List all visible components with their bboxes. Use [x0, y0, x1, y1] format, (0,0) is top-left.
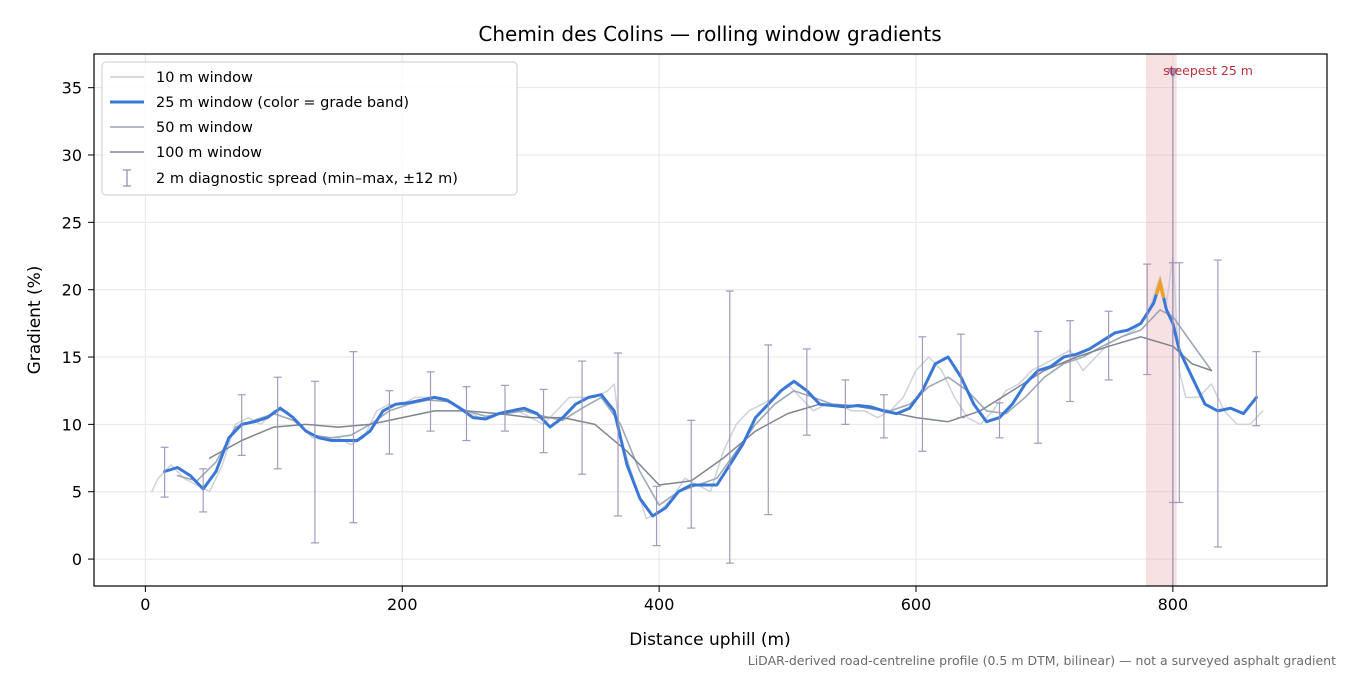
- y-tick-label: 25: [62, 213, 82, 232]
- diagnostic-errorbar: [426, 371, 435, 432]
- diagnostic-errorbar: [725, 290, 734, 564]
- diagnostic-errorbar: [764, 344, 773, 516]
- legend-label-diag: 2 m diagnostic spread (min–max, ±12 m): [156, 171, 458, 187]
- series-layer: [151, 255, 1264, 520]
- diagnostic-errorbar: [349, 351, 358, 524]
- legend-swatch-diag: [123, 169, 131, 187]
- legend-label-w50: 50 m window: [156, 120, 253, 136]
- diagnostic-errorbar: [310, 380, 319, 544]
- diagnostic-errorbar: [501, 384, 509, 432]
- diagnostic-errorbar: [273, 376, 282, 470]
- diagnostic-errorbar: [687, 419, 696, 529]
- legend: 10 m window 25 m window (color = grade b…: [101, 61, 518, 196]
- legend-label-w25: 25 m window (color = grade band): [156, 95, 409, 111]
- y-tick-label: 35: [62, 79, 82, 98]
- x-tick-label: 800: [1158, 595, 1189, 614]
- y-tick-label: 0: [72, 550, 82, 569]
- series-line-w100: [208, 336, 1213, 486]
- y-tick-label: 20: [62, 281, 82, 300]
- peak-annotation: steepest 25 m: [1163, 63, 1253, 78]
- series-line-w25-peak-band: [1155, 276, 1165, 299]
- diagnostic-errorbar: [995, 402, 1004, 439]
- diagnostic-errorbar: [160, 446, 169, 498]
- diagnostic-errorbar: [918, 336, 927, 452]
- legend-label-w100: 100 m window: [156, 145, 262, 161]
- series-line-w25: [163, 281, 1258, 518]
- chart-title: Chemin des Colins — rolling window gradi…: [478, 22, 941, 46]
- tick-layer: 0 200 400 600 800 0 5 10 15 20 25 30 35: [62, 79, 1189, 614]
- diagnostic-errorbar: [1066, 320, 1075, 403]
- diagnostic-errorbar: [1104, 310, 1113, 381]
- plot-frame: [93, 53, 1328, 587]
- diagnostic-errorbar: [956, 333, 965, 419]
- diagnostic-spread-layer: [160, 259, 1261, 564]
- diagnostic-errorbar: [1143, 263, 1152, 376]
- diagnostic-errorbar: [237, 394, 246, 456]
- diagnostic-errorbar: [1034, 330, 1043, 444]
- y-tick-label: 5: [72, 483, 82, 502]
- diagnostic-errorbar: [841, 379, 850, 425]
- diagnostic-errorbar: [462, 386, 471, 442]
- diagnostic-errorbar: [1213, 259, 1222, 548]
- x-tick-label: 0: [140, 595, 150, 614]
- diagnostic-errorbar: [802, 348, 811, 436]
- diagnostic-errorbar: [879, 394, 888, 439]
- diagnostic-errorbar: [652, 485, 661, 547]
- y-tick-label: 15: [62, 348, 82, 367]
- peak-marker-triangle: [1166, 68, 1179, 79]
- series-line-w50: [176, 309, 1213, 506]
- diagnostic-errorbar: [1175, 262, 1184, 504]
- peak-marker-layer: [1166, 68, 1179, 586]
- legend-box: [101, 61, 518, 196]
- diagnostic-errorbar: [199, 468, 208, 513]
- diagnostic-errorbar: [578, 360, 587, 475]
- x-tick-label: 600: [901, 595, 932, 614]
- diagnostic-errorbar: [1252, 351, 1261, 427]
- y-axis-label: Gradient (%): [25, 266, 45, 375]
- series-line-w10: [151, 255, 1264, 520]
- x-axis-label: Distance uphill (m): [629, 630, 790, 650]
- diagnostic-errorbar: [385, 390, 394, 455]
- diagnostic-errorbar: [614, 352, 623, 517]
- diagnostic-errorbar: [539, 388, 548, 454]
- y-tick-label: 30: [62, 146, 82, 165]
- x-tick-label: 200: [387, 595, 418, 614]
- y-tick-label: 10: [62, 415, 82, 434]
- x-tick-label: 400: [644, 595, 675, 614]
- footnote: LiDAR-derived road-centreline profile (0…: [748, 653, 1336, 668]
- legend-label-w10: 10 m window: [156, 70, 253, 86]
